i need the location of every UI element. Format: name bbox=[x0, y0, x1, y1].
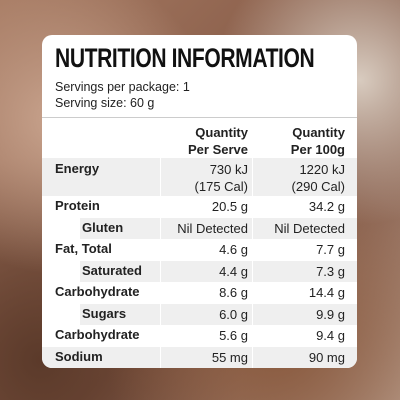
value-line: 8.6 g bbox=[219, 285, 248, 300]
column-separator bbox=[160, 239, 161, 261]
nutrient-label: Energy bbox=[55, 161, 100, 176]
value-line: 90 mg bbox=[308, 349, 345, 365]
column-header-line: Quantity bbox=[292, 125, 345, 140]
nutrient-row: Saturated 4.4 g 7.3 g bbox=[42, 260, 357, 282]
column-header-line: Per 100g bbox=[290, 142, 345, 157]
column-header: Quantity Per 100g bbox=[291, 124, 345, 158]
column-header: Quantity Per Serve bbox=[188, 124, 248, 158]
nutrient-value: 55 mg bbox=[212, 349, 248, 366]
value-line: 55 mg bbox=[211, 349, 248, 365]
nutrient-label: Gluten bbox=[82, 219, 124, 235]
nutrient-row: Gluten Nil Detected Nil Detected bbox=[42, 217, 357, 239]
nutrient-value: 5.6 g bbox=[219, 327, 248, 344]
nutrient-label: Sugars bbox=[82, 305, 127, 321]
nutrient-row: Fat, Total 4.6 g 7.7 g bbox=[42, 239, 357, 261]
nutrient-value: 20.5 g bbox=[212, 198, 248, 215]
column-separator bbox=[160, 325, 161, 347]
nutrient-label: Carbohydrate bbox=[55, 327, 140, 342]
nutrient-row: Sodium 55 mg 90 mg bbox=[42, 346, 357, 368]
nutrient-row: Energy 730 kJ (175 Cal) 1220 kJ (290 Cal) bbox=[42, 158, 357, 196]
nutrient-row: Carbohydrate 8.6 g 14.4 g bbox=[42, 282, 357, 304]
column-header-row: Quantity Per Serve Quantity Per 100g bbox=[42, 120, 357, 158]
row-indent-gap bbox=[42, 260, 80, 282]
nutrient-value: 730 kJ (175 Cal) bbox=[195, 161, 248, 195]
divider bbox=[42, 117, 357, 118]
nutrient-value: 4.6 g bbox=[219, 241, 248, 258]
column-header-line: Quantity bbox=[195, 125, 248, 140]
value-line: 9.9 g bbox=[316, 306, 345, 322]
nutrient-label: Sodium bbox=[55, 348, 103, 364]
nutrient-label: Saturated bbox=[82, 262, 142, 278]
nutrient-value: Nil Detected bbox=[274, 220, 345, 237]
nutrient-value: 14.4 g bbox=[309, 284, 345, 301]
nutrient-value: 90 mg bbox=[309, 349, 345, 366]
nutrient-label: Carbohydrate bbox=[55, 284, 140, 299]
nutrient-value: 34.2 g bbox=[309, 198, 345, 215]
nutrient-row: Protein 20.5 g 34.2 g bbox=[42, 196, 357, 218]
nutrient-label: Fat, Total bbox=[55, 241, 112, 256]
column-separator bbox=[252, 282, 253, 304]
column-separator bbox=[160, 346, 161, 368]
servings: Servings per package: 1 bbox=[55, 80, 190, 94]
nutrient-value: 1220 kJ (290 Cal) bbox=[292, 161, 345, 195]
nutrient-row: Carbohydrate 5.6 g 9.4 g bbox=[42, 325, 357, 347]
nutrient-value: 7.7 g bbox=[316, 241, 345, 258]
title: NUTRITION INFORMATION bbox=[55, 43, 315, 73]
value-line: 730 kJ bbox=[209, 162, 248, 177]
column-separator bbox=[252, 217, 253, 239]
column-separator bbox=[252, 239, 253, 261]
value-line: 7.3 g bbox=[316, 263, 345, 279]
serving-size: Serving size: 60 g bbox=[55, 96, 155, 110]
value-line: (290 Cal) bbox=[291, 179, 345, 194]
nutrient-row: Sugars 6.0 g 9.9 g bbox=[42, 303, 357, 325]
column-separator bbox=[252, 303, 253, 325]
value-line: 9.4 g bbox=[316, 328, 345, 343]
column-separator bbox=[252, 158, 253, 196]
column-separator bbox=[160, 196, 161, 218]
nutrient-value: 4.4 g bbox=[219, 263, 248, 280]
nutrient-value: 9.9 g bbox=[316, 306, 345, 323]
column-separator bbox=[160, 282, 161, 304]
value-line: 4.4 g bbox=[219, 263, 248, 279]
nutrient-value: 6.0 g bbox=[219, 306, 248, 323]
column-separator bbox=[160, 260, 161, 282]
value-line: 5.6 g bbox=[219, 328, 248, 343]
value-line: 7.7 g bbox=[316, 242, 345, 257]
column-separator bbox=[252, 196, 253, 218]
row-indent-gap bbox=[42, 303, 80, 325]
value-line: Nil Detected bbox=[274, 220, 345, 236]
column-separator bbox=[252, 260, 253, 282]
column-separator bbox=[252, 325, 253, 347]
value-line: Nil Detected bbox=[177, 220, 248, 236]
nutrient-label: Protein bbox=[55, 198, 100, 213]
column-header-line: Per Serve bbox=[188, 142, 248, 157]
value-line: 1220 kJ bbox=[299, 162, 345, 177]
column-separator bbox=[160, 217, 161, 239]
nutrient-value: 9.4 g bbox=[316, 327, 345, 344]
column-separator bbox=[252, 346, 253, 368]
value-line: 4.6 g bbox=[219, 242, 248, 257]
value-line: 34.2 g bbox=[308, 199, 345, 214]
nutrient-value: 7.3 g bbox=[316, 263, 345, 280]
nutrition-card: NUTRITION INFORMATION Servings per packa… bbox=[42, 35, 357, 368]
value-line: 14.4 g bbox=[308, 285, 345, 300]
nutrient-value: Nil Detected bbox=[177, 220, 248, 237]
nutrient-value: 8.6 g bbox=[219, 284, 248, 301]
column-separator bbox=[160, 158, 161, 196]
column-separator bbox=[160, 303, 161, 325]
row-indent-gap bbox=[42, 217, 80, 239]
value-line: 6.0 g bbox=[219, 306, 248, 322]
value-line: (175 Cal) bbox=[194, 179, 248, 194]
value-line: 20.5 g bbox=[211, 199, 248, 214]
